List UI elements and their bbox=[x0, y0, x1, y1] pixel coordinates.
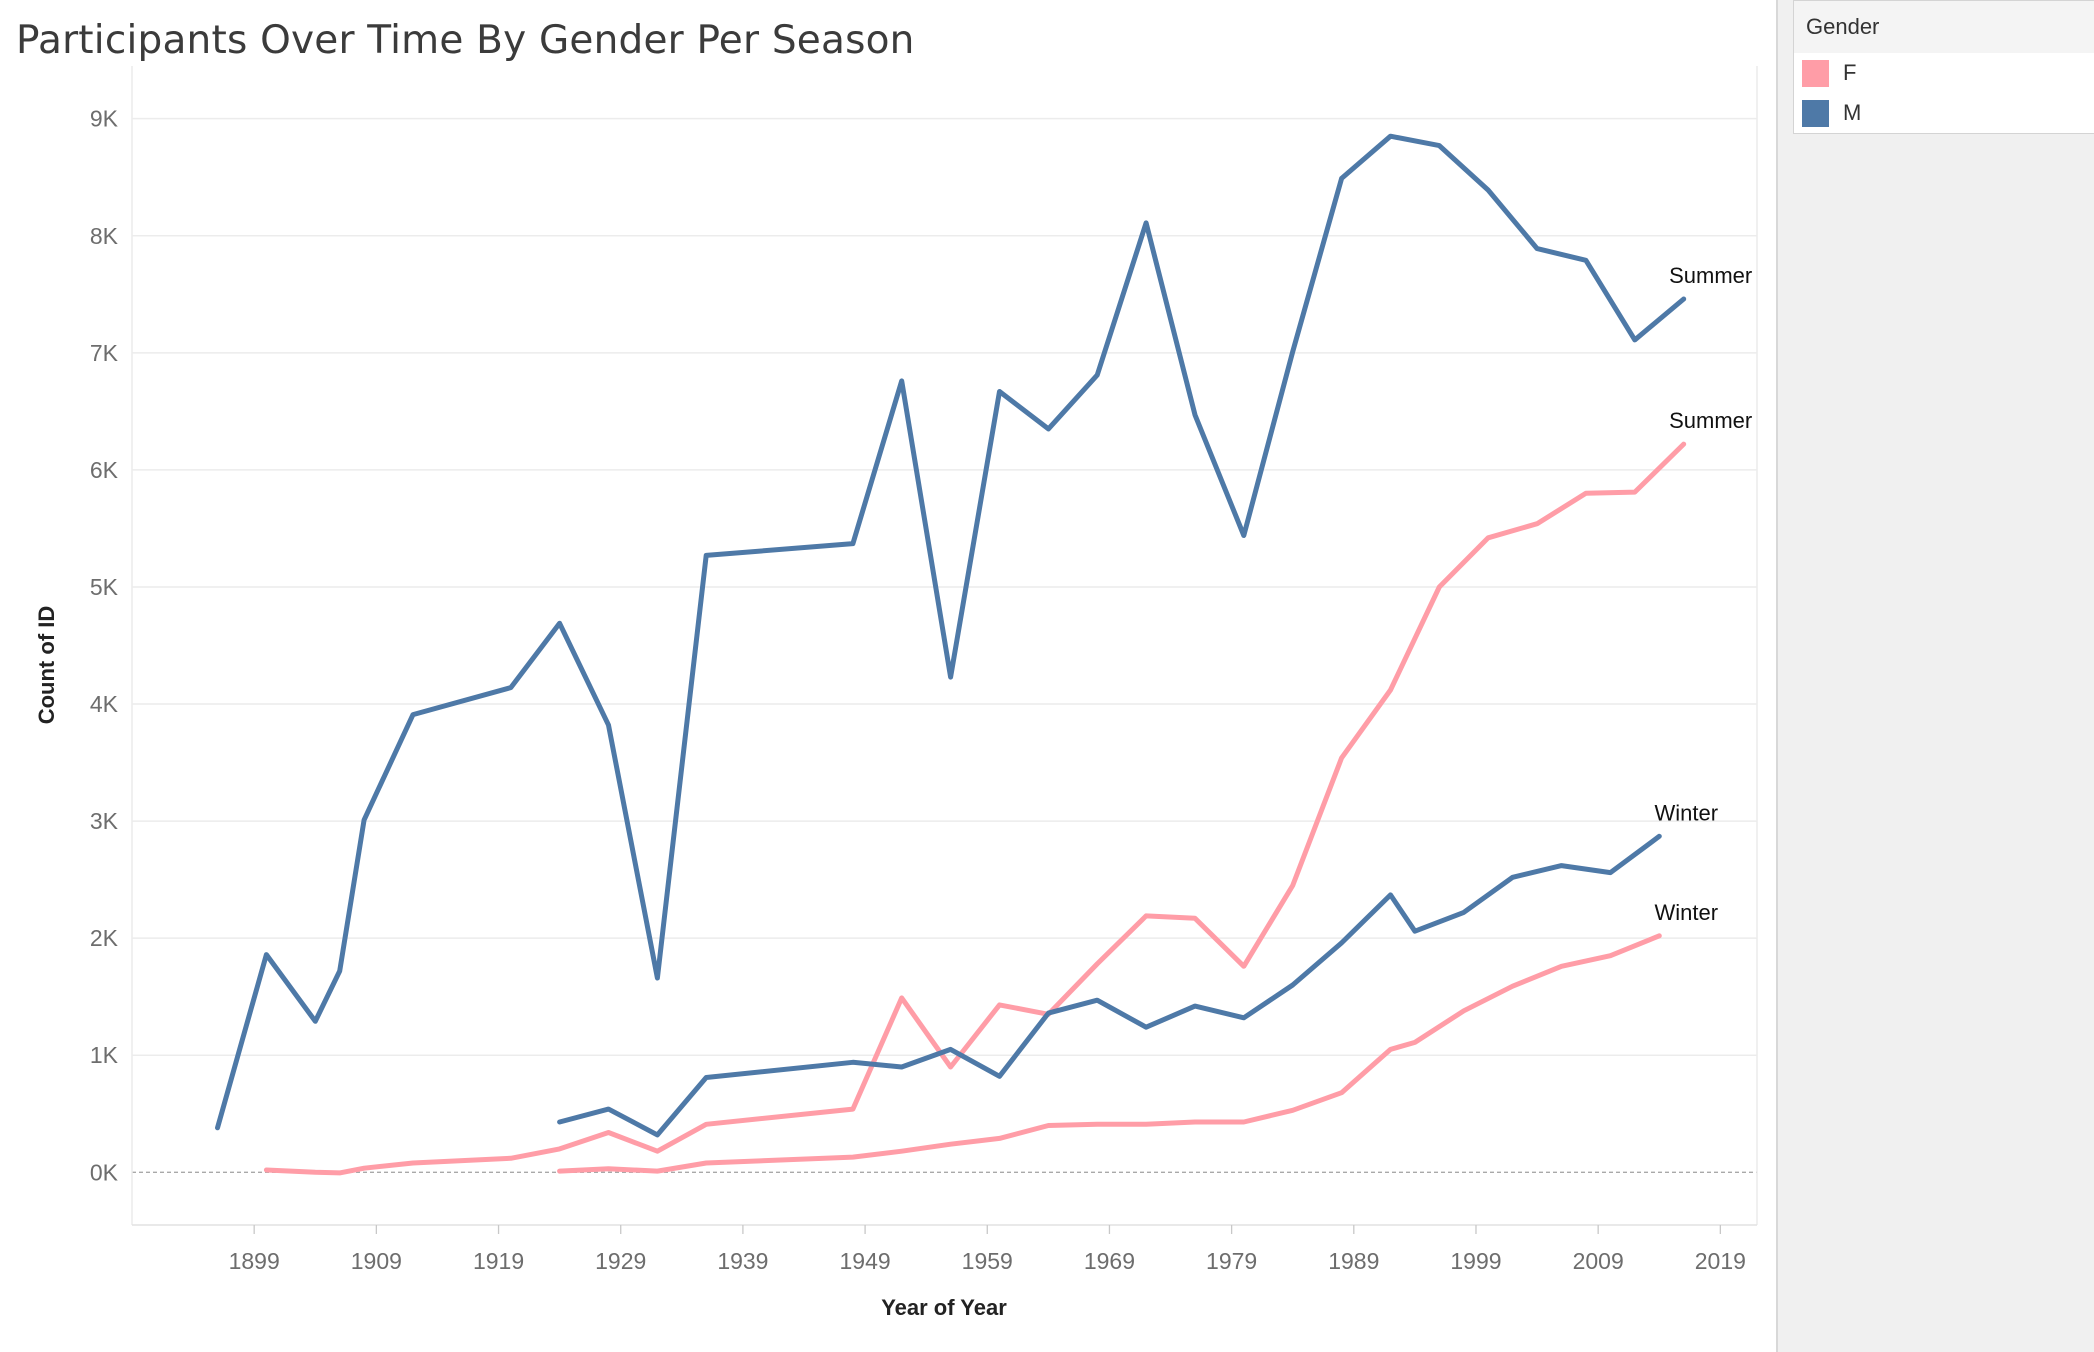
series-end-label: Winter bbox=[1654, 900, 1718, 925]
y-tick-label: 7K bbox=[90, 340, 119, 366]
legend-item-f[interactable]: F bbox=[1794, 53, 2094, 93]
x-tick-label: 1999 bbox=[1450, 1248, 1501, 1274]
y-tick-label: 2K bbox=[90, 925, 119, 951]
series-line-f-summer bbox=[263, 441, 1687, 1176]
x-tick-label: 1909 bbox=[351, 1248, 402, 1274]
y-tick-label: 6K bbox=[90, 457, 119, 483]
legend: Gender F M bbox=[1793, 0, 2094, 134]
x-tick-label: 1989 bbox=[1328, 1248, 1379, 1274]
line-chart: 0K 1K 2K 3K 4K 5K 6K 7K 8K 9K 1899 1909 1919 1929 1939… bbox=[34, 66, 1758, 1320]
y-tick-label: 9K bbox=[90, 106, 119, 132]
y-tick-label: 3K bbox=[90, 808, 119, 834]
series-end-label: Summer bbox=[1669, 263, 1752, 288]
series-end-label: Summer bbox=[1669, 408, 1752, 433]
side-panel: Gender F M bbox=[1776, 0, 2094, 1352]
x-tick-label: 1939 bbox=[717, 1248, 768, 1274]
legend-label-m: M bbox=[1843, 100, 1862, 125]
y-tick-label: 4K bbox=[90, 691, 119, 717]
x-tick-label: 1949 bbox=[839, 1248, 890, 1274]
series-end-label: Winter bbox=[1654, 800, 1718, 825]
x-tick-label: 1899 bbox=[229, 1248, 280, 1274]
y-tick-label: 8K bbox=[90, 223, 119, 249]
x-tick-label: 1969 bbox=[1084, 1248, 1135, 1274]
gridlines bbox=[131, 66, 1758, 1226]
x-tick-label: 1919 bbox=[473, 1248, 524, 1274]
x-tick-label: 2019 bbox=[1695, 1248, 1746, 1274]
legend-item-m[interactable]: M bbox=[1794, 93, 2094, 133]
series-line-f-winter bbox=[557, 933, 1662, 1174]
series-line-m-summer bbox=[215, 133, 1687, 1131]
series-end-labels: Summer Summer Winter Winter bbox=[1654, 263, 1752, 925]
axes: 0K 1K 2K 3K 4K 5K 6K 7K 8K 9K 1899 1909 1919 1929 1939… bbox=[90, 106, 1746, 1274]
legend-swatch-f bbox=[1802, 59, 1829, 87]
series-lines bbox=[215, 133, 1687, 1176]
x-tick-label: 1979 bbox=[1206, 1248, 1257, 1274]
chart-title: Participants Over Time By Gender Per Sea… bbox=[16, 18, 915, 63]
y-tick-label: 5K bbox=[90, 574, 119, 600]
y-tick-label: 1K bbox=[90, 1042, 119, 1068]
legend-title: Gender bbox=[1794, 1, 2094, 53]
x-axis-title: Year of Year bbox=[881, 1295, 1007, 1320]
y-axis-title: Count of ID bbox=[34, 606, 59, 725]
x-tick-label: 1959 bbox=[962, 1248, 1013, 1274]
x-tick-label: 2009 bbox=[1573, 1248, 1624, 1274]
series-line-m-winter bbox=[557, 833, 1662, 1138]
x-tick-label: 1929 bbox=[595, 1248, 646, 1274]
legend-label-f: F bbox=[1843, 60, 1857, 85]
y-tick-label: 0K bbox=[90, 1159, 119, 1185]
legend-swatch-m bbox=[1802, 99, 1829, 127]
